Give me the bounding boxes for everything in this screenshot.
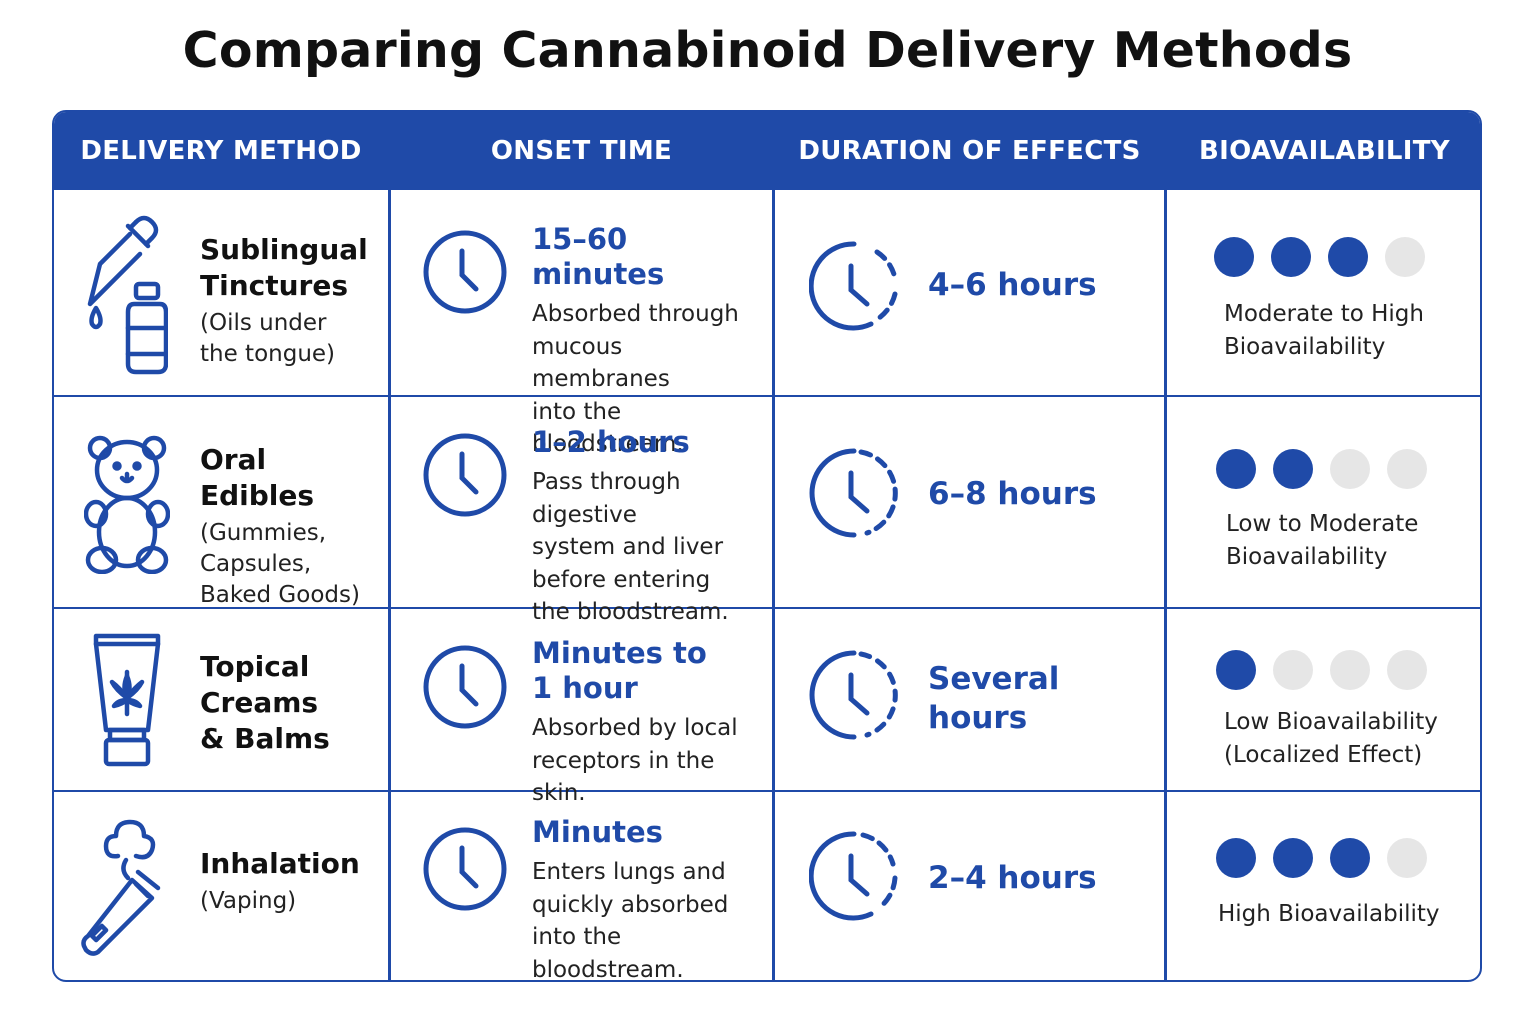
comparison-table: DELIVERY METHOD ONSET TIME DURATION OF E… <box>52 110 1482 982</box>
gummy-bear-icon <box>84 434 170 574</box>
rating-dot-filled <box>1214 237 1254 277</box>
rating-dot-empty <box>1387 650 1427 690</box>
bioavailability-rating <box>1214 237 1425 277</box>
rating-dot-filled <box>1273 449 1313 489</box>
column-divider <box>388 112 391 980</box>
clock-icon <box>422 229 508 315</box>
duration-value: 4–6 hours <box>928 267 1097 303</box>
onset-time-value: Minutes to 1 hour <box>532 636 707 705</box>
row-divider <box>54 790 1480 792</box>
bioavailability-rating <box>1216 838 1427 878</box>
duration-value: Several hours <box>928 661 1060 736</box>
rating-dot-filled <box>1328 237 1368 277</box>
bioavailability-label: Moderate to High Bioavailability <box>1224 301 1424 360</box>
header-delivery-method: DELIVERY METHOD <box>80 136 362 166</box>
rating-dot-filled <box>1330 838 1370 878</box>
bioavailability-label: Low Bioavailability (Localized Effect) <box>1224 709 1438 768</box>
vape-pen-icon <box>80 812 166 958</box>
onset-time-value: 15–60 minutes <box>532 222 665 291</box>
rating-dot-empty <box>1330 449 1370 489</box>
table-header: DELIVERY METHOD ONSET TIME DURATION OF E… <box>54 112 1480 190</box>
rating-dot-empty <box>1330 650 1370 690</box>
clock-icon <box>422 432 508 518</box>
onset-time-value: 1–2 hours <box>532 425 690 459</box>
rating-dot-empty <box>1387 449 1427 489</box>
duration-value: 2–4 hours <box>928 860 1097 896</box>
method-name: Oral Edibles <box>200 443 315 512</box>
clock-dashed-icon <box>809 445 899 541</box>
method-detail: (Gummies, Capsules, Baked Goods) <box>200 520 360 608</box>
rating-dot-filled <box>1273 838 1313 878</box>
clock-icon <box>422 644 508 730</box>
onset-description: Absorbed through mucous membranes into t… <box>532 301 739 457</box>
rating-dot-filled <box>1271 237 1311 277</box>
bioavailability-label: High Bioavailability <box>1218 901 1440 927</box>
onset-description: Enters lungs and quickly absorbed into t… <box>532 859 729 982</box>
header-bioavailability: BIOAVAILABILITY <box>1199 136 1450 166</box>
dropper-bottle-icon <box>78 212 168 382</box>
rating-dot-filled <box>1216 449 1256 489</box>
onset-description: Absorbed by local receptors in the skin. <box>532 715 738 806</box>
onset-description: Pass through digestive system and liver … <box>532 469 729 625</box>
column-divider <box>1164 112 1167 980</box>
duration-value: 6–8 hours <box>928 476 1097 512</box>
rating-dot-empty <box>1387 838 1427 878</box>
clock-dashed-icon <box>809 828 899 924</box>
cream-tube-icon <box>92 632 162 768</box>
bioavailability-rating <box>1216 650 1427 690</box>
method-name: Topical Creams & Balms <box>200 650 330 755</box>
header-onset-time: ONSET TIME <box>490 136 673 166</box>
column-divider <box>772 112 775 980</box>
method-detail: (Vaping) <box>200 888 297 914</box>
clock-dashed-icon <box>809 238 899 334</box>
method-name: Sublingual Tinctures <box>200 233 368 302</box>
row-divider <box>54 395 1480 397</box>
rating-dot-filled <box>1216 838 1256 878</box>
clock-icon <box>422 826 508 912</box>
rating-dot-empty <box>1385 237 1425 277</box>
rating-dot-empty <box>1273 650 1313 690</box>
method-detail: (Oils under the tongue) <box>200 310 336 367</box>
row-divider <box>54 607 1480 609</box>
method-name: Inhalation <box>200 847 360 880</box>
page-title: Comparing Cannabinoid Delivery Methods <box>182 22 1353 79</box>
bioavailability-rating <box>1216 449 1427 489</box>
rating-dot-filled <box>1216 650 1256 690</box>
header-duration: DURATION OF EFFECTS <box>798 136 1141 166</box>
bioavailability-label: Low to Moderate Bioavailability <box>1226 511 1419 570</box>
onset-time-value: Minutes <box>532 815 663 849</box>
clock-dashed-icon <box>809 647 899 743</box>
